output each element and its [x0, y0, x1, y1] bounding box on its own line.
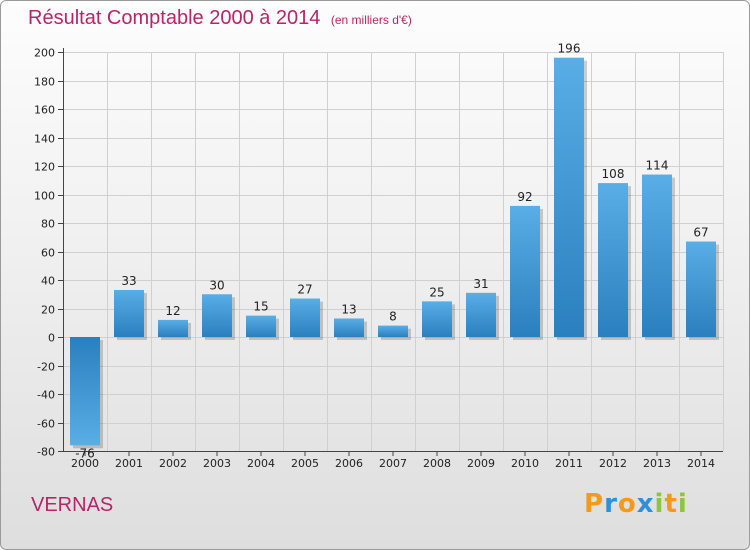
y-tick-label: 20	[41, 304, 55, 317]
bar-2005	[290, 298, 320, 337]
x-tick-label: 2014	[687, 457, 715, 470]
y-tick-label: -80	[37, 446, 55, 459]
chart-title: Résultat Comptable 2000 à 2014	[28, 7, 321, 29]
x-tick-label: 2005	[291, 457, 319, 470]
x-tick-label: 2004	[247, 457, 275, 470]
bar-2008	[422, 301, 452, 337]
x-tick-label: 2010	[511, 457, 539, 470]
x-tick-label: 2006	[335, 457, 363, 470]
x-tick-label: 2011	[555, 457, 583, 470]
bar-2009	[466, 292, 496, 337]
value-label-2008: 25	[429, 285, 444, 299]
value-label-2002: 12	[165, 304, 180, 318]
bar-2001	[114, 289, 144, 337]
x-tick-label: 2007	[379, 457, 407, 470]
bar-2006	[334, 318, 364, 337]
value-label-2010: 92	[517, 190, 532, 204]
y-tick-label: 200	[34, 47, 55, 60]
value-label-2009: 31	[473, 277, 488, 291]
proxiti-logo[interactable]: Proxiti	[584, 489, 688, 519]
x-tick-label: 2001	[115, 457, 143, 470]
y-tick-label: 60	[41, 247, 55, 260]
bar-2012	[598, 183, 628, 337]
y-tick-label: 160	[34, 104, 55, 117]
y-tick-label: 140	[34, 133, 55, 146]
value-label-2013: 114	[646, 159, 669, 173]
value-label-2012: 108	[602, 167, 625, 181]
bar-2004	[246, 315, 276, 337]
value-label-2011: 196	[558, 42, 581, 56]
y-tick-label: 100	[34, 190, 55, 203]
y-tick-label: 0	[48, 332, 55, 345]
chart-title-block: Résultat Comptable 2000 à 2014 (en milli…	[28, 7, 412, 30]
value-label-2006: 13	[341, 302, 356, 316]
value-label-2003: 30	[209, 278, 224, 292]
bar-2010	[510, 205, 540, 337]
labels: -80-60-40-200204060801001201401601802002…	[34, 42, 715, 470]
bar-2003	[202, 294, 232, 337]
x-tick-label: 2012	[599, 457, 627, 470]
y-tick-label: -60	[37, 418, 55, 431]
y-tick-label: 120	[34, 161, 55, 174]
y-tick-label: 180	[34, 76, 55, 89]
bar-2002	[158, 319, 188, 337]
y-tick-label: 80	[41, 218, 55, 231]
x-tick-label: 2013	[643, 457, 671, 470]
x-tick-label: 2003	[203, 457, 231, 470]
city-name: VERNAS	[31, 494, 114, 516]
value-label-2005: 27	[297, 283, 312, 297]
chart-subtitle: (en milliers d'€)	[330, 13, 412, 27]
y-tick-label: -20	[37, 361, 55, 374]
value-label-2014: 67	[693, 226, 708, 240]
value-label-2004: 15	[253, 300, 268, 314]
value-label-2001: 33	[121, 274, 136, 288]
axes	[58, 48, 723, 456]
bars	[70, 57, 719, 449]
x-tick-label: 2008	[423, 457, 451, 470]
bar-2011	[554, 57, 584, 337]
value-label-2000: -76	[75, 446, 95, 460]
bar-2000	[70, 337, 100, 446]
y-tick-label: 40	[41, 275, 55, 288]
bar-2013	[642, 174, 672, 337]
x-tick-label: 2009	[467, 457, 495, 470]
bar-2014	[686, 241, 716, 337]
y-tick-label: -40	[37, 389, 55, 402]
x-tick-label: 2002	[159, 457, 187, 470]
x-tick-label: 2000	[71, 457, 99, 470]
value-label-2007: 8	[389, 310, 397, 324]
bar-2007	[378, 325, 408, 337]
